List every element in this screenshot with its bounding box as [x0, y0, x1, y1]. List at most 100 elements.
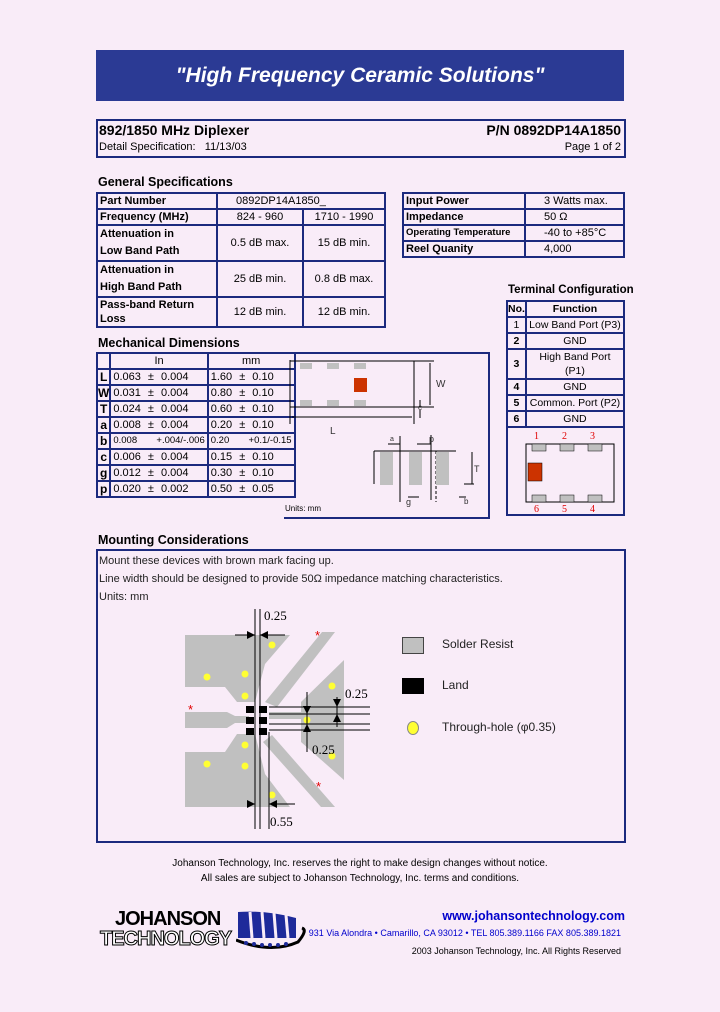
- cell: 12 dB min.: [302, 296, 386, 328]
- value: 0.20: [210, 435, 230, 446]
- pin-label: 5: [562, 504, 567, 514]
- cell-mm: 0.60 ± 0.10: [206, 400, 296, 418]
- tol: 0.004: [160, 419, 189, 431]
- tol: 0.002: [160, 483, 189, 495]
- tol-sign: ±: [239, 451, 246, 463]
- cell: Part Number: [96, 192, 218, 210]
- cell: Operating Temperature: [402, 224, 526, 242]
- pinout-diagram: 1 2 3 6 5 4: [506, 426, 625, 516]
- through-hole-swatch: [407, 721, 419, 735]
- dim-key: c: [95, 448, 112, 466]
- pad: [587, 494, 603, 503]
- svg-text:*: *: [188, 702, 193, 717]
- cell-in: 0.063 ± 0.004: [109, 368, 209, 386]
- pad: [559, 443, 575, 452]
- general-spec-heading: General Specifications: [98, 175, 233, 189]
- pad: [531, 443, 547, 452]
- label-line: Attenuation in: [100, 264, 174, 276]
- cell: 0892DP14A1850_: [216, 192, 386, 210]
- dim-key: g: [95, 464, 112, 482]
- value: 0.006: [113, 451, 141, 463]
- dim-label: 0.25: [345, 686, 368, 701]
- cell: Low Band Port (P3): [524, 316, 626, 334]
- dim-label: c: [418, 403, 422, 412]
- pin-label: 4: [590, 504, 595, 514]
- pin-label: 3: [590, 431, 595, 442]
- tol-sign: ±: [147, 419, 154, 431]
- cell: Impedance: [402, 208, 526, 226]
- cell: 0.8 dB max.: [302, 260, 386, 298]
- cell: 6: [506, 410, 527, 428]
- orientation-mark: [354, 378, 367, 392]
- mounting-text: Mount these devices with brown mark faci…: [99, 555, 334, 567]
- cell: GND: [524, 410, 626, 428]
- tol: 0.10: [252, 403, 274, 415]
- value: 0.80: [210, 387, 233, 399]
- value: 0.60: [210, 403, 233, 415]
- cell-mm: 0.20 +0.1/-0.15: [206, 432, 296, 450]
- cell: Reel Quanity: [402, 240, 526, 258]
- tol-sign: ±: [147, 451, 154, 463]
- cell: 2: [506, 332, 527, 350]
- pin-label: 6: [534, 504, 539, 514]
- dim-key: T: [95, 400, 112, 418]
- tol-sign: ±: [239, 403, 246, 415]
- cell-mm: 0.80 ± 0.10: [206, 384, 296, 402]
- website-link[interactable]: www.johansontechnology.com: [442, 909, 625, 923]
- dimension-svg: W c L a p T g b Units: mm: [285, 360, 480, 513]
- mounting-box: Mount these devices with brown mark faci…: [96, 549, 626, 843]
- cell: 4,000: [524, 240, 625, 258]
- tol-sign: ±: [239, 387, 246, 399]
- terminal-heading: Terminal Configuration: [508, 284, 634, 296]
- tol: 0.10: [252, 387, 274, 399]
- cell-in: 0.008 ± 0.004: [109, 416, 209, 434]
- cell: Input Power: [402, 192, 526, 210]
- svg-text:*: *: [316, 779, 321, 794]
- part-number-title: P/N 0892DP14A1850: [486, 122, 621, 138]
- dim-label: b: [464, 497, 469, 506]
- pads: [300, 363, 449, 485]
- spec-date: 11/13/03: [204, 141, 247, 153]
- dim-key: b: [95, 432, 112, 450]
- cell: GND: [524, 332, 626, 350]
- cell: Frequency (MHz): [96, 208, 218, 226]
- cell: Attenuation in High Band Path: [96, 260, 218, 298]
- cell: 1710 - 1990: [302, 208, 386, 226]
- dim-label: 0.25: [264, 608, 287, 623]
- copyright-text: 2003 Johanson Technology, Inc. All Right…: [411, 946, 621, 956]
- pinout-svg: 1 2 3 6 5 4: [525, 431, 615, 514]
- mounting-heading: Mounting Considerations: [98, 533, 249, 547]
- tol: 0.10: [252, 451, 274, 463]
- label-line: High Band Path: [100, 281, 182, 293]
- spec-label-text: Detail Specification:: [99, 141, 196, 153]
- cell-in: 0.020 ± 0.002: [109, 480, 209, 498]
- cell: mm: [206, 352, 296, 370]
- tol: +.004/-.006: [156, 435, 205, 446]
- cell-in: 0.024 ± 0.004: [109, 400, 209, 418]
- tol: +0.1/-0.15: [248, 435, 292, 446]
- tol: 0.10: [252, 467, 274, 479]
- label-line: Attenuation in: [100, 228, 174, 240]
- cell: Function: [524, 300, 626, 318]
- notice-text: Johanson Technology, Inc. reserves the r…: [172, 858, 548, 869]
- cell: -40 to +85°C: [524, 224, 625, 242]
- cell: 1: [506, 316, 527, 334]
- cell-mm: 0.50 ± 0.05: [206, 480, 296, 498]
- tol-sign: ±: [147, 371, 154, 383]
- logo-line2: TECHNOLOGY: [99, 928, 232, 951]
- dim-label: g: [406, 497, 411, 507]
- tol: 0.004: [160, 467, 189, 479]
- tol-sign: ±: [147, 403, 154, 415]
- tol-sign: ±: [239, 467, 246, 479]
- cell: 824 - 960: [216, 208, 304, 226]
- legend-label: Land: [442, 678, 469, 692]
- cell: Attenuation in Low Band Path: [96, 224, 218, 262]
- orientation-mark: [527, 462, 543, 482]
- value: 0.20: [210, 419, 233, 431]
- cell: 5: [506, 394, 527, 412]
- spec-label: Detail Specification: 11/13/03: [99, 141, 247, 153]
- value: 0.063: [113, 371, 141, 383]
- value: 0.50: [210, 483, 233, 495]
- general-spec-table: Part Number 0892DP14A1850_ Frequency (MHz…: [96, 192, 386, 328]
